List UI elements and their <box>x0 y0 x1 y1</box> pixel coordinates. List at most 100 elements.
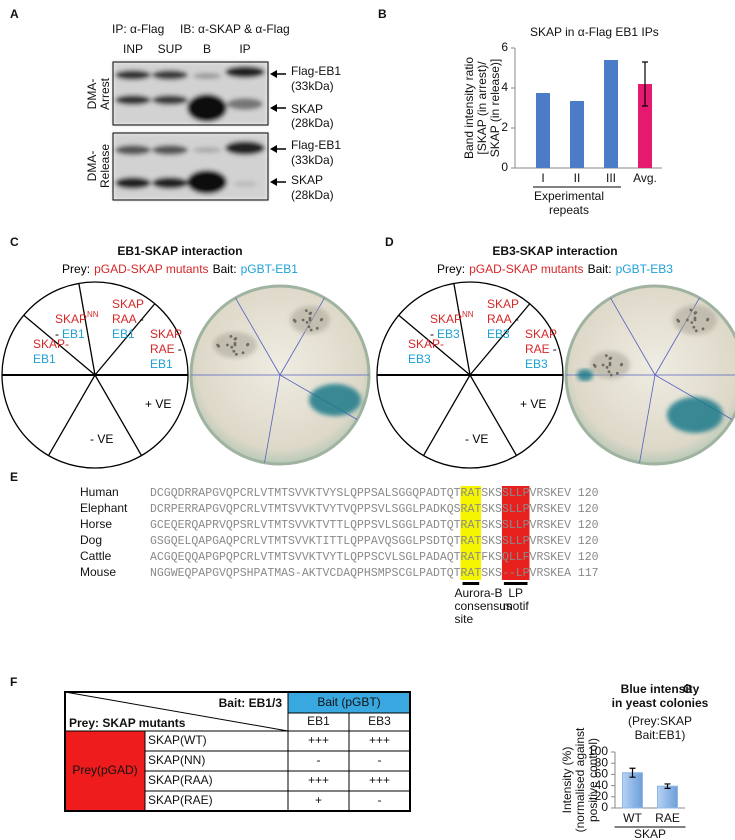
error-bar <box>664 783 671 789</box>
colony-dot <box>246 342 250 346</box>
sector-label: SKAP <box>112 297 144 311</box>
sector-text: RAE <box>525 342 550 356</box>
bar <box>622 772 643 809</box>
colony-dot <box>694 329 698 333</box>
table-cell: +++ <box>369 733 390 747</box>
colony-dot <box>608 357 612 361</box>
arrow-head <box>270 178 277 186</box>
group-label: SKAP <box>634 827 666 840</box>
colony-dot <box>308 316 312 320</box>
colony-dot <box>607 370 611 374</box>
bait-header-cell <box>288 692 410 713</box>
colony-dot <box>593 364 597 368</box>
x-tick-label: Avg. <box>633 171 657 185</box>
sector-label: RAE - <box>150 342 182 356</box>
sector-text: - <box>178 342 182 356</box>
colony-dot <box>217 344 221 348</box>
y-tick-label: 0 <box>501 160 508 174</box>
prey-header: Prey(pGAD) <box>72 763 137 777</box>
subtitle-part: pGAD-SKAP mutants <box>469 262 584 276</box>
sequence: DCGQDRRAPGVQPCRLVTMTSVVKTVYSLQPPSALSGGQP… <box>150 487 571 500</box>
panel-title: EB1-SKAP interaction <box>117 244 242 258</box>
table-cell: - <box>378 753 382 767</box>
blot-header: IB: α-SKAP & α-Flag <box>180 22 290 36</box>
sector-text: NN <box>462 310 474 319</box>
subtitle-part: pGBT-EB3 <box>616 262 674 276</box>
sector-line <box>23 314 96 376</box>
sector-text: EB3 <box>525 357 548 371</box>
subtitle-part: Bait: <box>213 262 237 276</box>
sector-label: - VE <box>465 432 488 446</box>
sequence-end: 120 <box>578 519 599 532</box>
band-label: SKAP <box>291 102 323 116</box>
colony-dot <box>620 362 624 366</box>
bar <box>604 60 618 168</box>
chart-title: in yeast colonies <box>612 696 709 710</box>
motif-label: motif <box>503 599 530 613</box>
panel-label: A <box>10 7 19 21</box>
sector-label: EB3 <box>408 352 431 366</box>
sector-label: - VE <box>90 432 113 446</box>
sector-text: EB1 <box>33 352 56 366</box>
sector-line <box>235 297 281 376</box>
sector-text: SKAP <box>487 297 519 311</box>
sector-line <box>78 283 96 376</box>
blot-frame <box>112 132 269 201</box>
sector-text: - VE <box>465 432 488 446</box>
sector-text: RAE <box>150 342 175 356</box>
motif-bar <box>462 582 480 585</box>
colony-dot <box>685 318 689 322</box>
colony-dot <box>233 337 237 341</box>
x-tick-label: RAE <box>655 811 680 825</box>
error-bar <box>629 767 636 778</box>
sequence: GCEQERQAPRVQPSRLVTMTSVVKTVTTLQPPSVLSGGLP… <box>150 519 571 532</box>
y-axis-label: (normalised against <box>573 727 587 832</box>
motif-label: site <box>455 612 474 626</box>
colony-dot <box>229 334 233 338</box>
y-tick-label: 60 <box>595 767 609 781</box>
sequence: DCRPERRAPGVQPCRLVTMTSVVKTVYTVQPPSVLSGGLP… <box>150 503 571 516</box>
colony-dot <box>230 345 234 349</box>
sector-label: RAA - <box>112 312 144 326</box>
colony-dot <box>241 351 245 355</box>
sequence-end: 120 <box>578 487 599 500</box>
lp-highlight <box>501 486 530 580</box>
sector-text: EB3 <box>408 352 431 366</box>
x-tick-label: WT <box>623 811 642 825</box>
sector-text: EB1 <box>62 327 85 341</box>
colony-dot <box>608 361 612 365</box>
y-axis-label: positive control) <box>586 738 600 822</box>
colony-dot <box>609 373 613 377</box>
panel-title: EB3-SKAP interaction <box>492 244 617 258</box>
lane-label: SUP <box>158 42 183 56</box>
table-cell: SKAP(WT) <box>148 733 207 747</box>
panel-label: B <box>378 7 387 21</box>
interaction-subtitle: Prey: pGAD-SKAP mutants Bait: pGBT-EB1 <box>62 262 298 276</box>
blot-image <box>113 62 268 200</box>
bar <box>570 101 584 168</box>
table-cell: +++ <box>308 733 329 747</box>
sector-label: + VE <box>520 397 546 411</box>
sector-text: - <box>553 342 557 356</box>
band-label: (33kDa) <box>291 153 334 167</box>
subtitle-part: Prey: <box>437 262 465 276</box>
sector-line <box>47 374 96 456</box>
sector-label: - EB1 <box>55 327 85 341</box>
sequence-end: 120 <box>578 503 599 516</box>
sector-label: - EB3 <box>430 327 460 341</box>
colony-dot <box>693 318 697 322</box>
band-label: (33kDa) <box>291 79 334 93</box>
sector-label: SKAP <box>487 297 519 311</box>
y-tick-label: 6 <box>501 40 508 54</box>
sector-text: + VE <box>145 397 171 411</box>
colony-dot <box>601 363 605 367</box>
sector-label: EB1 <box>150 357 173 371</box>
colony-dot <box>315 326 319 330</box>
colony-dot <box>307 325 311 329</box>
table-cell: +++ <box>308 773 329 787</box>
colony-dot <box>693 316 697 320</box>
band-label: (28kDa) <box>291 188 334 202</box>
arrow-head <box>270 104 277 112</box>
sector-label: + VE <box>145 397 171 411</box>
